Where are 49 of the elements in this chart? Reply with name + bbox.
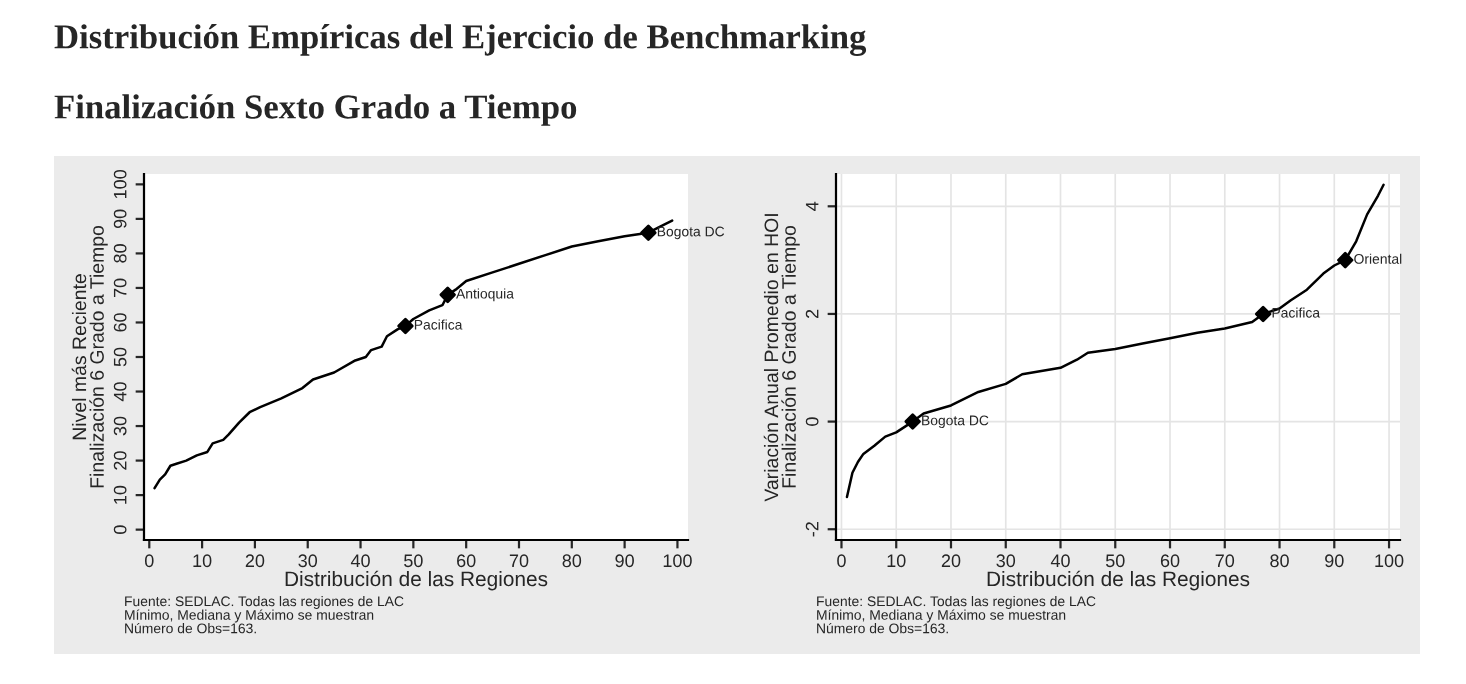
x-tick-label: 60	[1160, 554, 1180, 568]
point	[1254, 305, 1272, 323]
y-tick-label: 50	[113, 347, 127, 367]
y-axis-title: Nivel más Reciente Finalización 6 Grado a Tiempo	[71, 225, 108, 488]
chart-subtitle: Finalización Sexto Grado a Tiempo	[54, 94, 577, 126]
x-tick-label: 20	[245, 554, 265, 568]
y-tick-label: 10	[113, 485, 127, 504]
y-tick-label: 4	[805, 201, 819, 211]
x-tick-label: 80	[1270, 554, 1289, 568]
y-tick-label: 0	[805, 417, 819, 426]
y-tick-label: 60	[113, 313, 127, 332]
point	[439, 286, 456, 304]
y-tick-label: 70	[113, 278, 127, 298]
x-tick-label: 70	[1215, 554, 1235, 568]
x-tick-label: 60	[457, 554, 476, 568]
y-axis-title: Variación Anual Promedio en HOI Finalización 6 Grado a Tiempo	[763, 214, 800, 502]
y-tick-label: 0	[113, 525, 127, 534]
y-tick-label: 30	[113, 416, 127, 436]
x-tick-label: 70	[509, 554, 529, 568]
point	[397, 317, 414, 335]
x-tick-label: 50	[404, 554, 423, 568]
y-tick-label: 90	[113, 209, 127, 229]
x-tick-label: 40	[1050, 554, 1070, 568]
y-tick-label: 2	[805, 309, 819, 319]
x-tick-label: 80	[562, 554, 582, 568]
x-tick-label: 0	[837, 554, 846, 568]
x-tick-label: 0	[144, 554, 154, 568]
y-tick-label: 80	[113, 244, 127, 263]
y-tick-label: -2	[805, 522, 819, 537]
x-tick-label: 10	[193, 554, 212, 568]
x-axis-title: Distribución de las Regiones	[987, 570, 1250, 591]
x-axis-title: Distribución de las Regiones	[285, 570, 548, 591]
chart-title: Distribución Empíricas del Ejercicio de Benchmarking	[54, 24, 867, 56]
x-tick-label: 30	[996, 554, 1016, 568]
point	[904, 413, 921, 430]
x-tick-label: 10	[887, 554, 906, 568]
y-tick-label: 40	[113, 382, 127, 402]
x-tick-label: 100	[663, 554, 692, 568]
point	[640, 224, 657, 241]
x-tick-label: 50	[1105, 554, 1125, 568]
point	[1337, 251, 1354, 269]
x-tick-label: 90	[615, 554, 634, 568]
x-tick-label: 40	[350, 554, 370, 568]
x-tick-label: 30	[298, 554, 318, 568]
y-tick-label: 100	[113, 170, 127, 199]
y-tick-label: 20	[113, 451, 127, 470]
x-tick-label: 20	[941, 554, 961, 568]
x-tick-label: 90	[1325, 554, 1344, 568]
x-tick-label: 100	[1375, 554, 1404, 568]
